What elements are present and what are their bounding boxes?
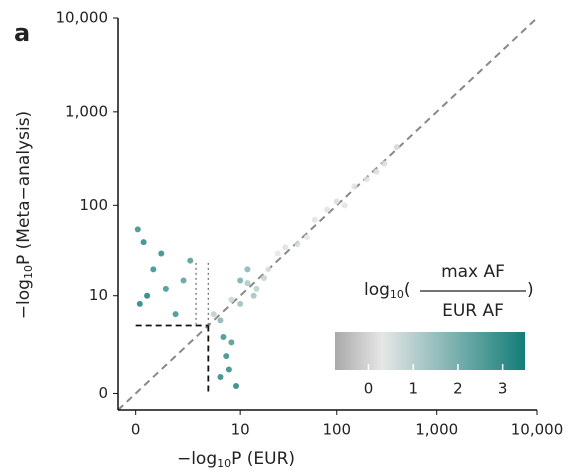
y-tick-label: 100 xyxy=(79,196,108,214)
colorbar-tick-label: 1 xyxy=(408,380,418,398)
point xyxy=(282,244,289,251)
point xyxy=(324,206,331,213)
y-tick-label: 10,000 xyxy=(56,9,109,27)
point xyxy=(180,277,187,284)
x-tick-label: 0 xyxy=(131,421,141,439)
y-tick-label: 0 xyxy=(98,384,108,402)
point xyxy=(158,250,165,257)
point xyxy=(150,266,157,273)
panel-label: a xyxy=(14,19,30,47)
cb-numerator: max AF xyxy=(441,262,505,282)
point xyxy=(260,274,267,281)
x-label-sub: 10 xyxy=(217,457,231,470)
x-axis-label: −log10P (EUR) xyxy=(177,449,295,470)
point xyxy=(253,285,260,292)
colorbar-title: log10( xyxy=(364,280,411,301)
point xyxy=(265,266,272,273)
cb-sub: 10 xyxy=(390,288,404,301)
x-tick-label: 1,000 xyxy=(415,421,458,439)
point xyxy=(228,339,235,346)
y-label-prefix: −log xyxy=(14,279,34,319)
point xyxy=(294,241,301,248)
colorbar-tick-label: 2 xyxy=(453,380,463,398)
point xyxy=(250,292,257,299)
point xyxy=(351,183,358,190)
point xyxy=(144,292,151,299)
x-tick-label: 100 xyxy=(322,421,351,439)
colorbar-tick-label: 0 xyxy=(364,380,374,398)
point xyxy=(223,353,230,360)
point xyxy=(210,311,217,318)
point xyxy=(217,373,224,380)
point xyxy=(274,250,281,257)
x-label-suffix: P (EUR) xyxy=(231,449,295,469)
point xyxy=(381,160,388,167)
point xyxy=(232,383,239,390)
point xyxy=(393,144,400,151)
y-axis-label: −log10P (Meta−analysis) xyxy=(14,111,35,319)
point xyxy=(363,176,370,183)
x-tick-label: 10,000 xyxy=(511,421,564,439)
point xyxy=(244,266,251,273)
cb-denominator: EUR AF xyxy=(442,301,504,321)
cb-prefix: log xyxy=(364,280,390,300)
point xyxy=(303,234,310,241)
point xyxy=(172,311,179,318)
point xyxy=(140,239,147,246)
point xyxy=(162,285,169,292)
y-tick-label: 1,000 xyxy=(65,102,108,120)
point xyxy=(134,226,141,233)
point xyxy=(217,317,224,324)
y-label-sub: 10 xyxy=(22,265,35,279)
colorbar-tick-label: 3 xyxy=(498,380,508,398)
point xyxy=(136,300,143,307)
point xyxy=(244,280,251,287)
point xyxy=(220,333,227,340)
point xyxy=(228,296,235,303)
x-tick-label: 10 xyxy=(231,421,250,439)
x-label-prefix: −log xyxy=(177,449,217,469)
cb-paren: ) xyxy=(527,280,534,300)
y-label-suffix: P (Meta−analysis) xyxy=(14,111,34,265)
point xyxy=(225,366,232,373)
point xyxy=(237,277,244,284)
point xyxy=(237,300,244,307)
point xyxy=(187,257,194,264)
point xyxy=(341,202,348,209)
point xyxy=(373,168,380,175)
colorbar xyxy=(335,332,525,370)
point xyxy=(333,198,340,205)
y-tick-label: 10 xyxy=(89,286,108,304)
point xyxy=(311,216,318,223)
